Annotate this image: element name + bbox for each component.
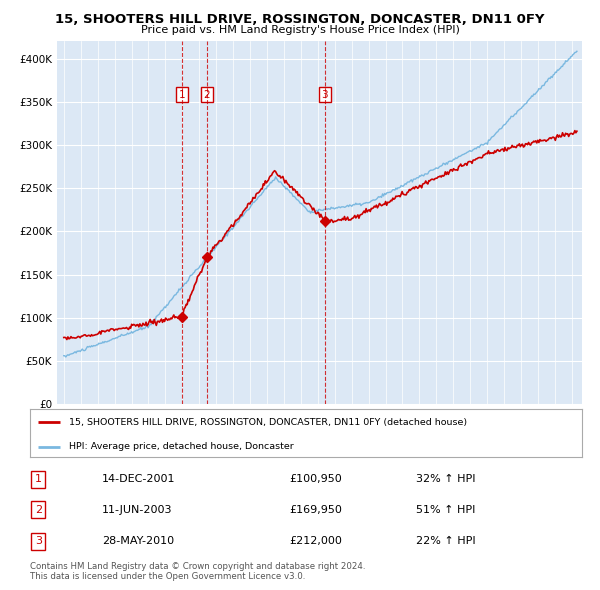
Text: 14-DEC-2001: 14-DEC-2001 — [102, 474, 175, 484]
Text: HPI: Average price, detached house, Doncaster: HPI: Average price, detached house, Donc… — [68, 442, 293, 451]
Text: 11-JUN-2003: 11-JUN-2003 — [102, 505, 172, 514]
Text: 22% ↑ HPI: 22% ↑ HPI — [416, 536, 476, 546]
Text: 1: 1 — [178, 90, 185, 100]
Text: £169,950: £169,950 — [289, 505, 343, 514]
Text: 2: 2 — [35, 505, 42, 514]
Text: Price paid vs. HM Land Registry's House Price Index (HPI): Price paid vs. HM Land Registry's House … — [140, 25, 460, 35]
Text: 28-MAY-2010: 28-MAY-2010 — [102, 536, 174, 546]
Text: 3: 3 — [35, 536, 42, 546]
Text: 15, SHOOTERS HILL DRIVE, ROSSINGTON, DONCASTER, DN11 0FY (detached house): 15, SHOOTERS HILL DRIVE, ROSSINGTON, DON… — [68, 418, 467, 427]
Text: 15, SHOOTERS HILL DRIVE, ROSSINGTON, DONCASTER, DN11 0FY: 15, SHOOTERS HILL DRIVE, ROSSINGTON, DON… — [55, 13, 545, 26]
Text: £100,950: £100,950 — [289, 474, 342, 484]
Text: 3: 3 — [322, 90, 328, 100]
Text: Contains HM Land Registry data © Crown copyright and database right 2024.
This d: Contains HM Land Registry data © Crown c… — [30, 562, 365, 581]
Text: £212,000: £212,000 — [289, 536, 343, 546]
Text: 32% ↑ HPI: 32% ↑ HPI — [416, 474, 476, 484]
Text: 1: 1 — [35, 474, 42, 484]
Text: 2: 2 — [203, 90, 210, 100]
Text: 51% ↑ HPI: 51% ↑ HPI — [416, 505, 476, 514]
